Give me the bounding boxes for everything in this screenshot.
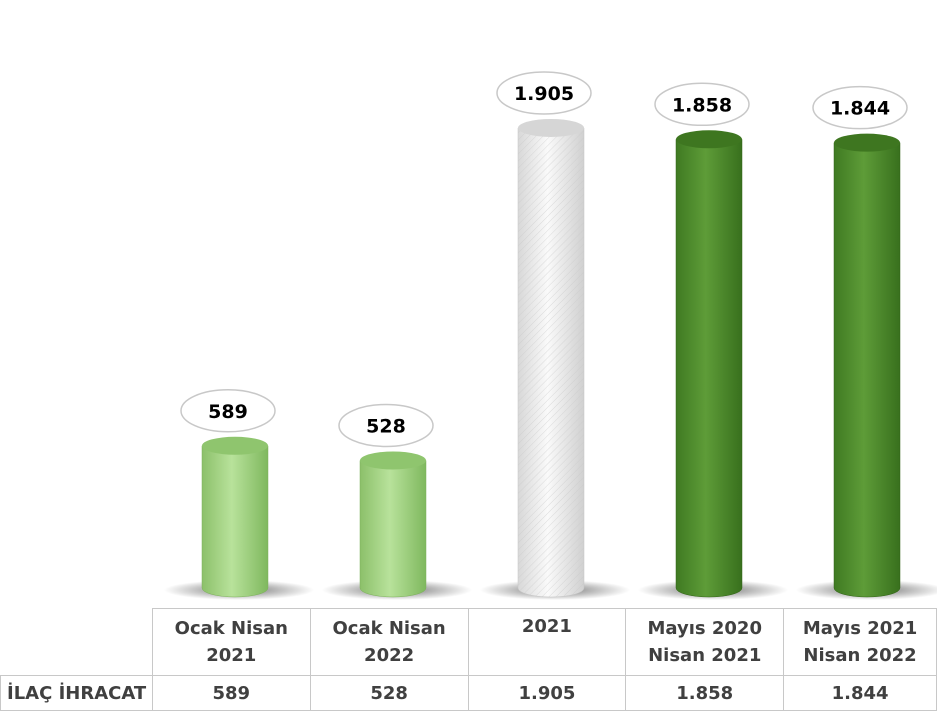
category-line: 2021 [206, 645, 257, 666]
data-table: Ocak Nisan 2021 Ocak Nisan 2022 2021 May… [0, 608, 937, 711]
bar-4: 1.844 [796, 85, 937, 600]
value-cell: 528 [309, 675, 469, 711]
category-line: 2021 [521, 616, 572, 637]
category-header: 2021 [467, 608, 627, 676]
data-label-bubble [654, 82, 750, 127]
bar-body [675, 139, 743, 598]
category-line: Mayıs 2021 [802, 618, 918, 639]
data-label-bubble [812, 85, 908, 130]
category-line: Mayıs 2020 [647, 618, 762, 639]
category-line: Ocak Nisan [332, 618, 446, 639]
bar-3: 1.858 [638, 82, 788, 600]
category-header: Mayıs 2020 Nisan 2021 [625, 608, 785, 676]
data-table-wrap: Ocak Nisan 2021 Ocak Nisan 2022 2021 May… [0, 608, 937, 711]
table-corner [0, 608, 153, 676]
category-line: Nisan 2022 [803, 645, 917, 666]
bar-top [360, 451, 426, 470]
value-cell: 1.844 [783, 675, 937, 711]
bar-2: 1.905 [480, 71, 630, 600]
category-line: Ocak Nisan [174, 618, 288, 639]
data-label: 1.858 [672, 94, 732, 116]
value-cell: 1.858 [625, 675, 785, 711]
row-header: İLAÇ İHRACAT [0, 675, 153, 711]
value-cell: 589 [151, 675, 311, 711]
bar-hatch [518, 127, 584, 597]
data-label-bubble [496, 71, 592, 115]
bar-top [518, 118, 584, 137]
bar-1: 528 [322, 403, 472, 600]
category-header: Ocak Nisan 2022 [309, 608, 469, 676]
bar-body [359, 460, 427, 598]
category-header: Ocak Nisan 2021 [151, 608, 311, 676]
table-header-row: Ocak Nisan 2021 Ocak Nisan 2022 2021 May… [0, 608, 937, 676]
bar-top [834, 133, 900, 152]
chart-area: 589 528 1.905 1.858 1.844 [164, 71, 937, 600]
category-line: 2022 [364, 645, 415, 666]
bar-body [201, 445, 269, 598]
bar-0: 589 [164, 389, 314, 600]
data-label: 1.905 [514, 83, 574, 105]
data-label: 589 [208, 401, 248, 423]
data-label-bubble [338, 403, 434, 448]
table-value-row: İLAÇ İHRACAT 589 528 1.905 1.858 1.844 [0, 675, 937, 711]
bar-body [833, 142, 901, 598]
category-line: Nisan 2021 [648, 645, 762, 666]
category-header: Mayıs 2021 Nisan 2022 [783, 608, 937, 676]
data-label: 528 [366, 415, 406, 437]
data-label: 1.844 [830, 98, 890, 120]
value-cell: 1.905 [467, 675, 627, 711]
bar-top [676, 130, 742, 149]
data-label-bubble [180, 389, 276, 433]
bar-top [202, 436, 268, 455]
